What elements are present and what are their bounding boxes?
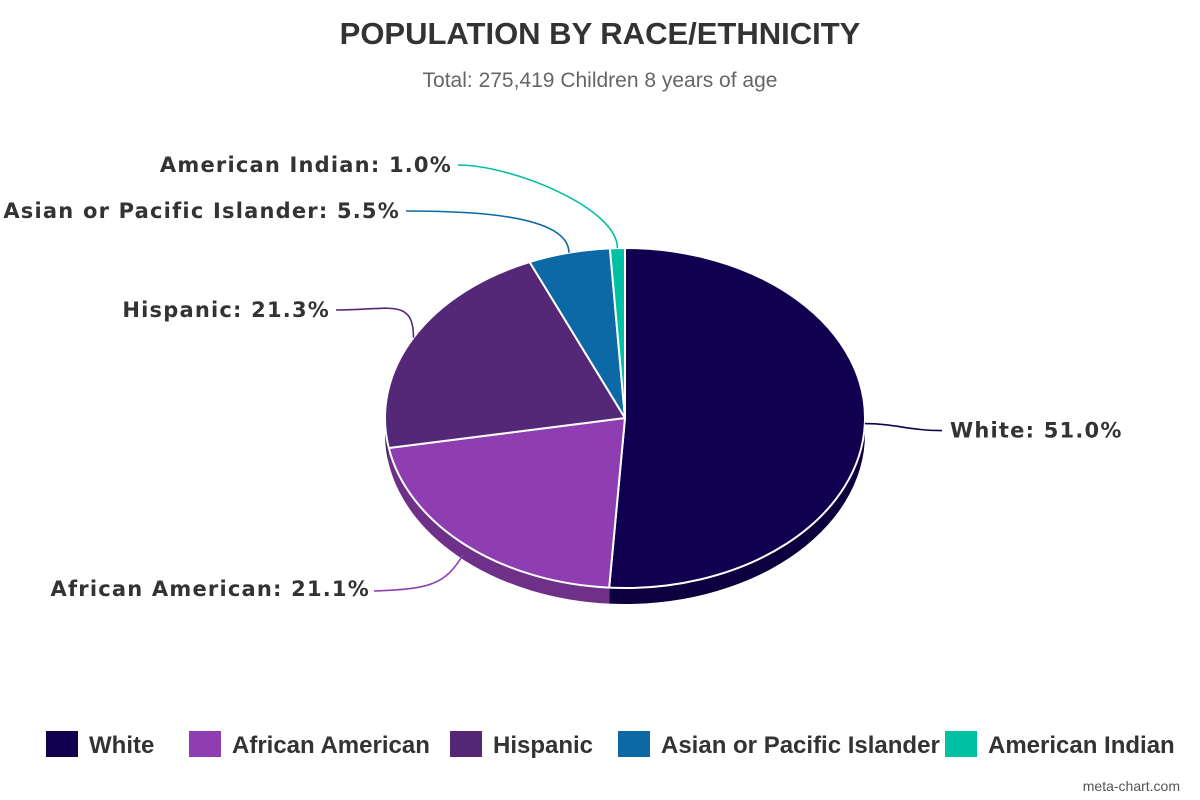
legend-item-asian-or-pacific-islander[interactable]: Asian or Pacific Islander bbox=[618, 731, 940, 759]
legend-item-african-american[interactable]: African American bbox=[189, 731, 430, 759]
legend-swatch-american-indian bbox=[945, 731, 977, 757]
credit-text: meta-chart.com bbox=[1083, 778, 1180, 794]
data-label-african-american: African American: 21.1% bbox=[51, 577, 371, 601]
leader-line-american-indian bbox=[457, 164, 619, 249]
legend-item-american-indian[interactable]: American Indian bbox=[945, 731, 1175, 759]
data-label-american-indian: American Indian: 1.0% bbox=[160, 153, 452, 177]
legend-label-asian-or-pacific-islander: Asian or Pacific Islander bbox=[661, 732, 940, 759]
chart-subtitle: Total: 275,419 Children 8 years of age bbox=[423, 69, 778, 92]
legend-label-hispanic: Hispanic bbox=[493, 732, 593, 759]
leader-line-white bbox=[864, 422, 943, 432]
chart-title: POPULATION BY RACE/ETHNICITY bbox=[340, 16, 861, 51]
pie-depth-african-american bbox=[388, 448, 610, 604]
legend-item-white[interactable]: White bbox=[46, 731, 154, 759]
pie-slices bbox=[384, 247, 866, 589]
legend: White African American Hispanic Asian or… bbox=[46, 731, 1175, 759]
pie-slice-white[interactable] bbox=[608, 247, 866, 589]
legend-swatch-white bbox=[46, 731, 78, 757]
leader-line-african-american bbox=[373, 554, 464, 592]
legend-item-hispanic[interactable]: Hispanic bbox=[450, 731, 593, 759]
legend-label-white: White bbox=[89, 732, 154, 759]
leader-line-hispanic bbox=[335, 307, 415, 338]
legend-swatch-african-american bbox=[189, 731, 221, 757]
leader-line-asian-or-pacific-islander bbox=[405, 210, 570, 253]
legend-label-african-american: African American bbox=[232, 732, 430, 759]
legend-label-american-indian: American Indian bbox=[988, 732, 1175, 759]
legend-swatch-asian-or-pacific-islander bbox=[618, 731, 650, 757]
pie-slice-hispanic[interactable] bbox=[384, 261, 626, 450]
data-label-asian-or-pacific-islander: Asian or Pacific Islander: 5.5% bbox=[3, 199, 400, 223]
pie-labels: White: 51.0% African American: 21.1% Hispa… bbox=[3, 153, 1123, 601]
data-label-hispanic: Hispanic: 21.3% bbox=[122, 298, 330, 322]
legend-swatch-hispanic bbox=[450, 731, 482, 757]
data-label-white: White: 51.0% bbox=[950, 419, 1123, 443]
pie-slice-african-american[interactable] bbox=[387, 417, 626, 589]
